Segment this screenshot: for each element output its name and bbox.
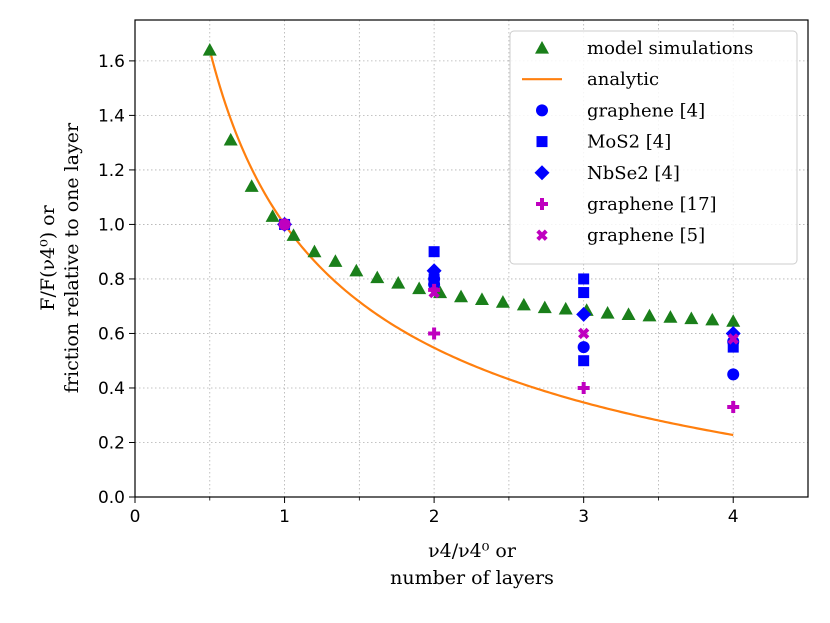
x-tick-label: 3 [578, 507, 589, 527]
model-simulations-point [349, 263, 364, 277]
y-tick-label: 0.0 [98, 488, 125, 508]
data-markers [202, 42, 741, 414]
graphene-4-point [727, 368, 740, 381]
model-simulations-point [600, 306, 615, 319]
mos2-4-point [428, 273, 440, 285]
graphene-5-point-shape [428, 286, 440, 299]
x-tick-label: 0 [130, 507, 141, 527]
model-simulations-point [391, 276, 406, 289]
model-simulations-point [663, 310, 678, 323]
model-simulations-point [265, 209, 280, 222]
model-simulations-point [328, 254, 343, 267]
mos2-4-point [727, 341, 739, 353]
legend: model simulations analytic graphene [4] MoS… [509, 30, 798, 265]
legend-swatch-nbse2-4 [534, 165, 550, 181]
graphene-5-point [578, 327, 590, 340]
x-tick-label: 1 [279, 507, 290, 527]
model-simulations-point [474, 292, 489, 305]
mos2-4-point [578, 355, 590, 367]
analytic-curve [208, 49, 734, 437]
model-simulations-point [726, 314, 741, 327]
y-axis-label-line1: F/F(ν4⁰) or [37, 204, 59, 310]
model-simulations-point [286, 228, 301, 241]
model-simulations-point [495, 295, 510, 308]
legend-label-nbse2-4: NbSe2 [4] [587, 163, 680, 184]
model-simulations-point [537, 300, 552, 314]
legend-box [509, 30, 798, 265]
legend-swatch-graphene-5 [536, 229, 548, 241]
graphene-5-point-shape [278, 218, 291, 231]
model-simulations-point [412, 281, 427, 295]
legend-label-graphene-5: graphene [5] [587, 225, 705, 246]
graphene-5-point [727, 333, 739, 345]
legend-swatch-model-simulations [535, 41, 549, 54]
y-tick-label: 0.4 [98, 379, 125, 399]
x-tick-label: 2 [429, 507, 440, 527]
x-axis-label-line2: number of layers [390, 567, 554, 589]
y-axis-label-line2: friction relative to one layer [61, 122, 83, 393]
legend-label-graphene-17: graphene [17] [587, 194, 717, 215]
model-simulations-point [621, 307, 636, 320]
analytic-curve-layer [208, 49, 734, 437]
mos2-4-point [578, 273, 590, 285]
mos2-4-point [578, 287, 590, 299]
legend-label-graphene-4: graphene [4] [587, 100, 705, 121]
y-tick-label: 0.8 [98, 270, 125, 290]
graphene-17-point [727, 401, 740, 414]
nbse2-4-point [576, 306, 592, 322]
model-simulations-point [642, 308, 657, 322]
graphene-5-point-shape [578, 327, 590, 340]
model-simulations-point [202, 42, 217, 56]
model-simulations-point [516, 297, 531, 311]
graphene-17-point [428, 327, 441, 340]
y-tick-label: 1.6 [98, 52, 125, 72]
mos2-4-point [428, 246, 440, 258]
y-tick-label: 1.2 [98, 161, 125, 181]
model-simulations-point [307, 244, 322, 258]
legend-swatch-graphene-5-shape [536, 229, 548, 241]
plot-frame [134, 19, 809, 498]
y-tick-label: 1.4 [98, 106, 125, 126]
graphene-5-point-shape [727, 333, 739, 345]
graphene-17-point [577, 381, 590, 394]
model-simulations-point [244, 179, 259, 192]
legend-swatch-mos2-4 [536, 136, 548, 148]
graphene-4-point [577, 341, 590, 354]
x-axis-label-line1: ν4/ν4⁰ or [428, 540, 517, 562]
x-tick-label: 4 [728, 507, 739, 527]
legend-label-model-simulations: model simulations [587, 38, 753, 59]
y-tick-label: 0.6 [98, 324, 125, 344]
model-simulations-point [705, 312, 720, 326]
legend-label-mos2-4: MoS2 [4] [587, 132, 671, 153]
axis-ticks: 0 1 2 3 4 0.0 0.2 0.4 0.6 0.8 1.0 1.2 1.4 1.6 [98, 52, 739, 527]
legend-swatch-graphene-4 [536, 104, 548, 117]
model-simulations-point [558, 301, 573, 315]
model-simulations-point [370, 270, 385, 284]
model-simulations-point [223, 132, 238, 146]
grid-lines [134, 20, 808, 498]
model-simulations-point [684, 311, 699, 325]
model-simulations-point [454, 289, 469, 303]
legend-label-analytic: analytic [587, 69, 659, 90]
graphene-5-point [428, 286, 440, 299]
y-tick-label: 0.2 [98, 433, 125, 453]
nbse2-4-point [426, 263, 442, 279]
legend-swatch-graphene-17 [536, 198, 548, 210]
graphene-5-point [278, 218, 291, 231]
y-tick-label: 1.0 [98, 215, 125, 235]
